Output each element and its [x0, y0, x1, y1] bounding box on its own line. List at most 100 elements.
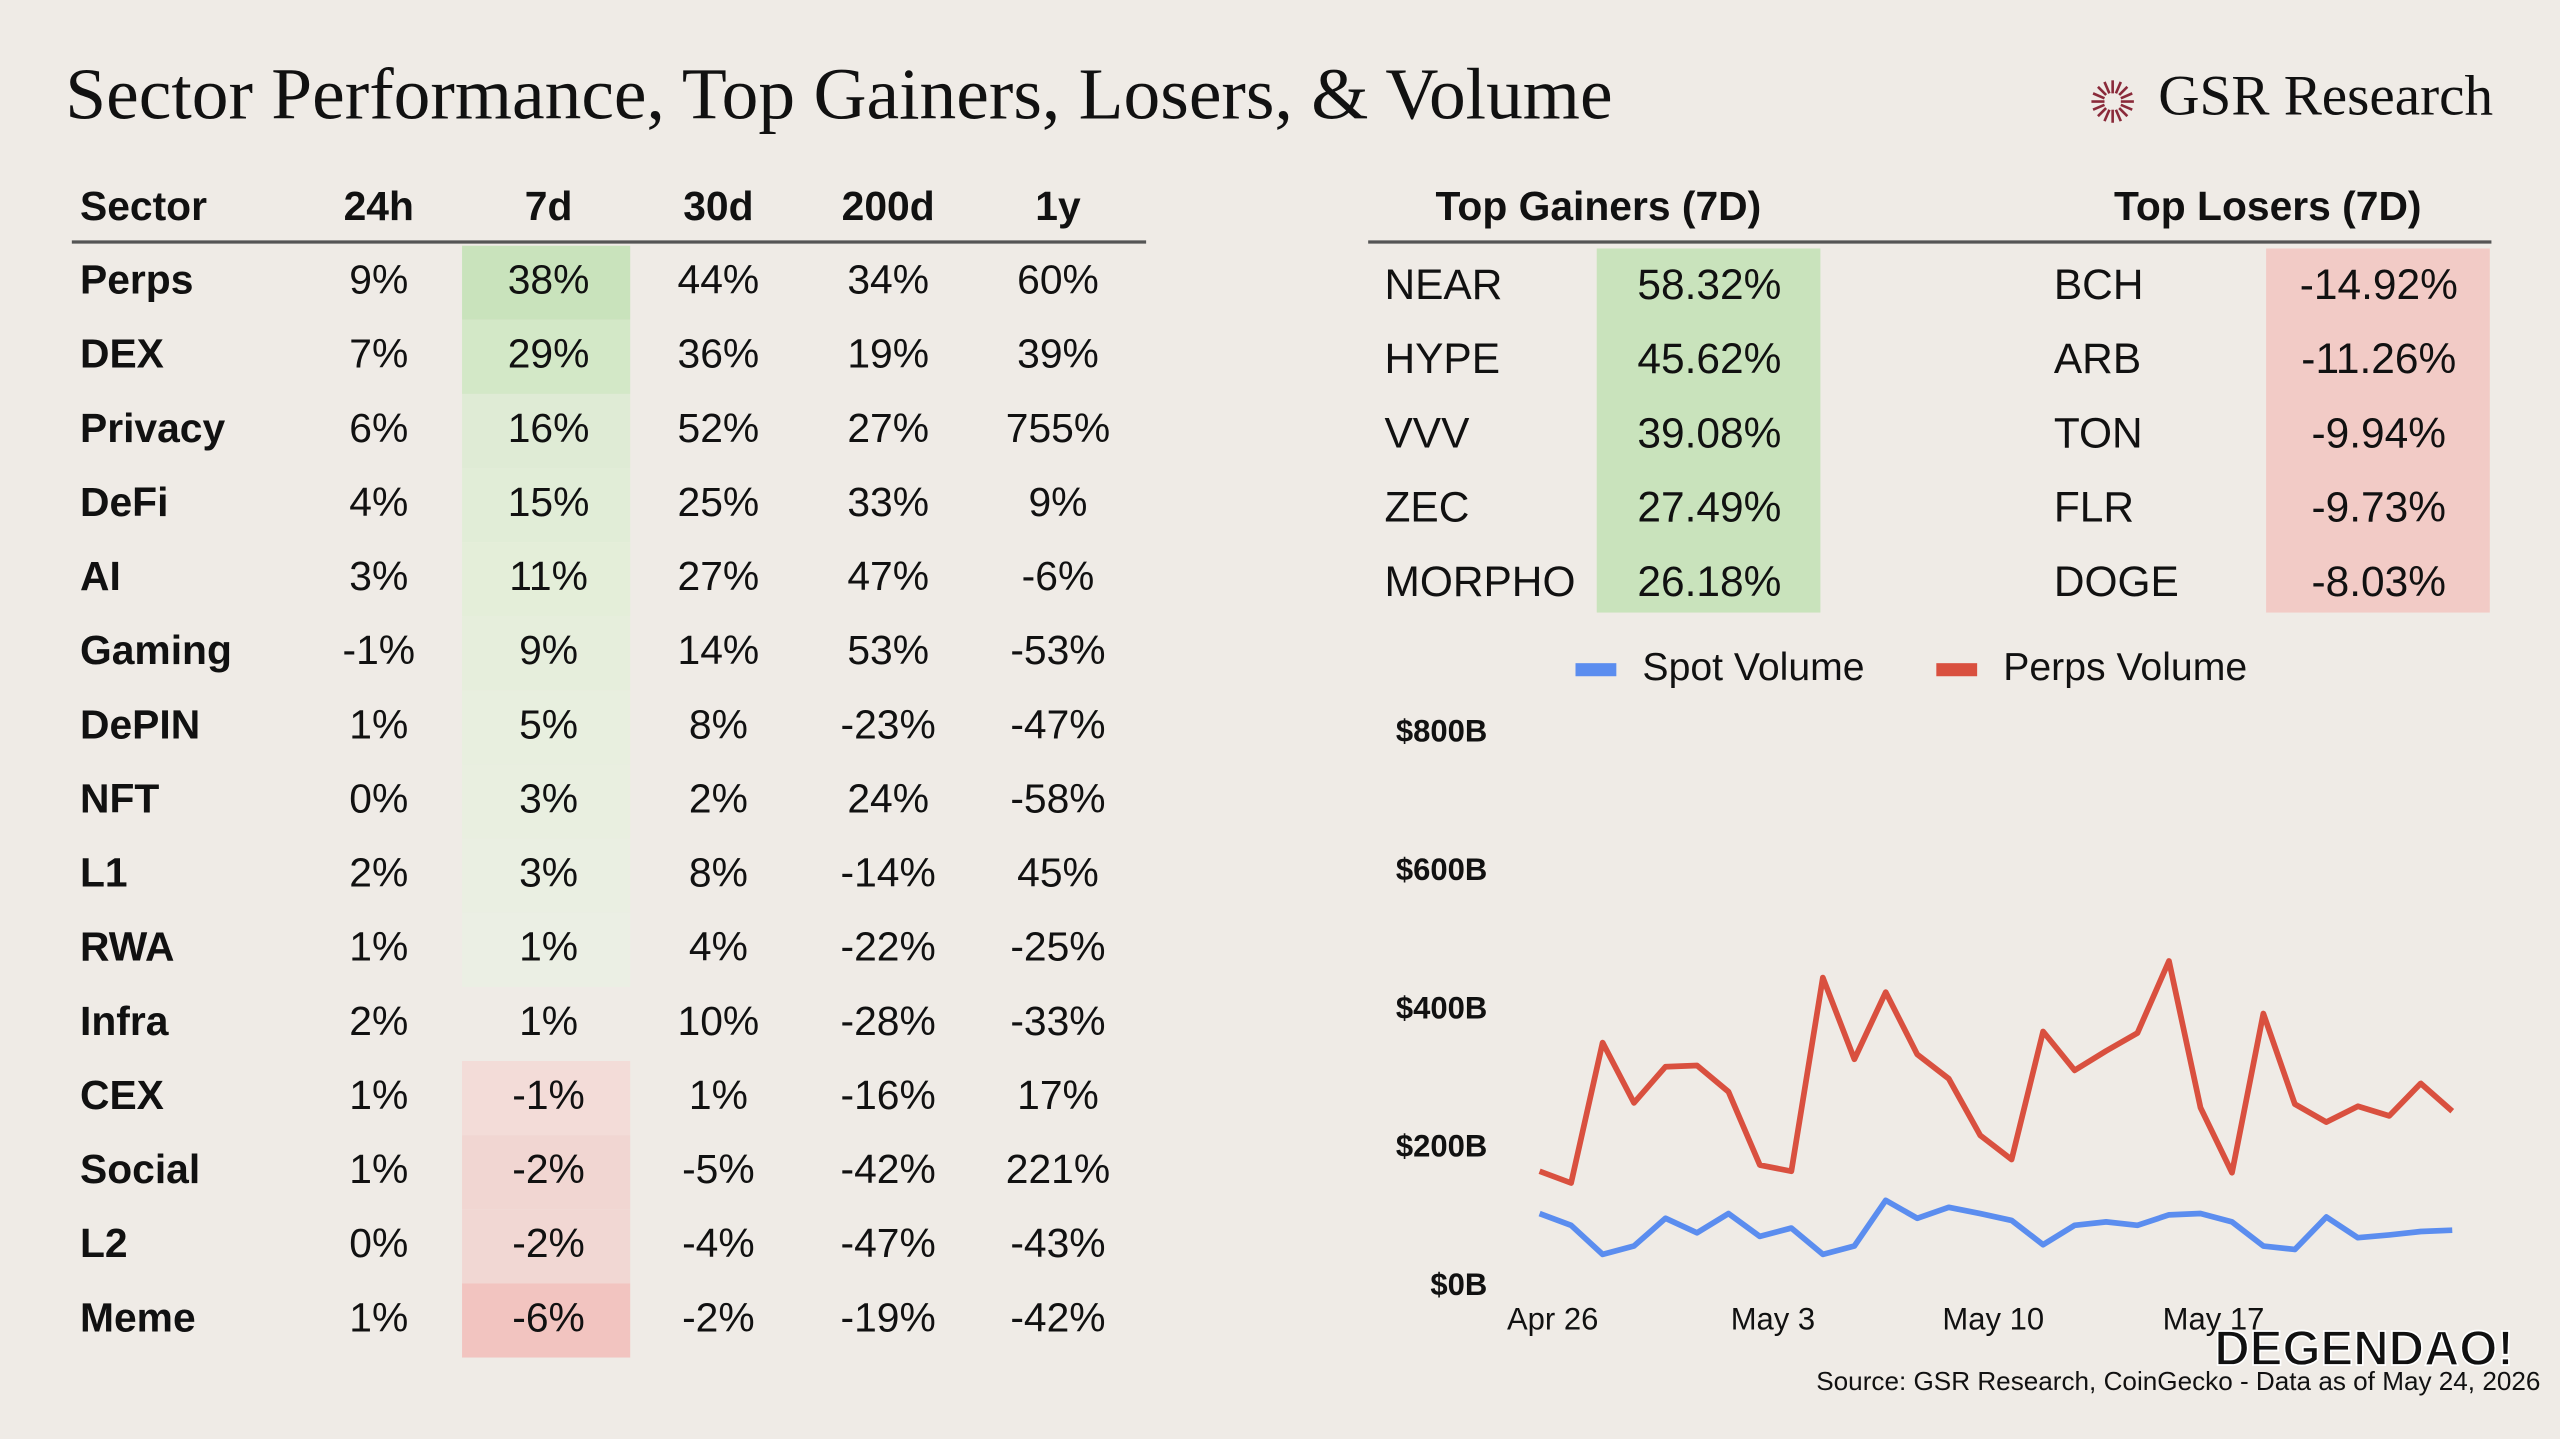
legend-label: Spot Volume: [1642, 646, 1864, 689]
cell: -25%: [1010, 924, 1105, 970]
cell: 15%: [508, 479, 590, 525]
cell: 11%: [509, 553, 588, 599]
ticker: FLR: [2054, 484, 2134, 531]
cell: 4%: [349, 479, 408, 525]
cell: -28%: [841, 998, 936, 1044]
cell: 2%: [349, 850, 408, 896]
ticker-change: 26.18%: [1637, 558, 1781, 605]
column-header: Sector: [80, 183, 207, 229]
cell: -4%: [682, 1220, 755, 1266]
cell-highlight: [462, 838, 631, 913]
ticker-change: -9.94%: [2312, 409, 2446, 456]
cell: -42%: [841, 1146, 936, 1192]
brand-icon: [2091, 80, 2134, 123]
cell: 4%: [689, 924, 748, 970]
x-tick-label: May 17: [2163, 1301, 2265, 1336]
ticker: HYPE: [1384, 335, 1500, 382]
series-line: [1538, 958, 2455, 1186]
ticker-change: -14.92%: [2300, 261, 2458, 308]
row-label: L2: [80, 1220, 128, 1266]
cell: 2%: [349, 998, 408, 1044]
cell: 27%: [678, 553, 760, 599]
cell: 755%: [1006, 405, 1110, 451]
cell-highlight: [462, 245, 631, 320]
row-label: Infra: [80, 998, 169, 1044]
ticker-change: 45.62%: [1637, 335, 1781, 382]
ticker: DOGE: [2054, 558, 2179, 605]
ticker: TON: [2054, 409, 2143, 456]
series-line: [1538, 1197, 2453, 1258]
row-label: Perps: [80, 257, 193, 303]
cell: 14%: [678, 627, 760, 673]
cell: 52%: [678, 405, 760, 451]
cell-highlight: [462, 690, 631, 765]
cell: 47%: [847, 553, 929, 599]
ticker-change: 58.32%: [1637, 261, 1781, 308]
cell-highlight: [462, 319, 631, 394]
column-header: 24h: [344, 183, 414, 229]
cell: -47%: [841, 1220, 936, 1266]
cell-highlight: [462, 764, 631, 839]
cell: -5%: [682, 1146, 755, 1192]
x-tick-label: May 3: [1731, 1301, 1815, 1336]
cell: 1%: [349, 701, 408, 747]
title: Sector Performance, Top Gainers, Losers,…: [65, 53, 1612, 134]
cell: 25%: [678, 479, 760, 525]
cell: 9%: [349, 257, 408, 303]
ticker-change: -8.03%: [2312, 558, 2446, 605]
ticker-change: 27.49%: [1637, 484, 1781, 531]
cell: 24%: [847, 775, 929, 821]
row-label: Meme: [80, 1294, 196, 1340]
cell: 19%: [847, 331, 929, 377]
cell: -23%: [841, 701, 936, 747]
ticker-change: 39.08%: [1637, 409, 1781, 456]
row-label: L1: [80, 850, 128, 896]
row-label: DEX: [80, 331, 164, 377]
cell: -22%: [841, 924, 936, 970]
row-label: RWA: [80, 924, 174, 970]
source: Source: GSR Research, CoinGecko - Data a…: [1816, 1366, 2540, 1396]
cell: -2%: [682, 1294, 755, 1340]
cell-highlight: [462, 616, 631, 691]
row-label: DeFi: [80, 479, 168, 525]
cell-highlight: [462, 1135, 631, 1210]
ticker-change: -9.73%: [2312, 484, 2446, 531]
row-label: DePIN: [80, 701, 200, 747]
y-tick-label: $600B: [1396, 852, 1487, 887]
cell: 1%: [349, 1146, 408, 1192]
cell: 29%: [508, 331, 590, 377]
column-header: 200d: [842, 183, 935, 229]
cell: 17%: [1017, 1072, 1099, 1118]
cell: -43%: [1010, 1220, 1105, 1266]
cell: -47%: [1010, 701, 1105, 747]
cell: 60%: [1017, 257, 1099, 303]
cell-highlight: [462, 1209, 631, 1284]
list-highlight: [2266, 248, 2490, 613]
ticker: VVV: [1384, 409, 1470, 456]
cell-highlight: [462, 393, 631, 469]
cell: 44%: [678, 257, 760, 303]
ticker: NEAR: [1384, 261, 1502, 308]
cell: -2%: [512, 1146, 585, 1192]
list-title: Top Gainers (7D): [1436, 183, 1762, 229]
cell: 53%: [847, 627, 929, 673]
cell: 5%: [519, 701, 578, 747]
cell: 8%: [689, 850, 748, 896]
cell: -2%: [512, 1220, 585, 1266]
watermark: DEGENDAO!: [2214, 1322, 2513, 1376]
y-tick-label: $400B: [1396, 990, 1487, 1025]
column-header: 1y: [1035, 183, 1081, 229]
cell: -53%: [1010, 627, 1105, 673]
cell: 0%: [349, 1220, 408, 1266]
cell: 1%: [689, 1072, 748, 1118]
x-tick-label: May 10: [1942, 1301, 2044, 1336]
cell: 27%: [847, 405, 929, 451]
row-label: NFT: [80, 775, 159, 821]
ticker: ZEC: [1384, 484, 1469, 531]
cell: -6%: [1022, 553, 1095, 599]
cell-highlight: [462, 1283, 631, 1358]
cell: -42%: [1010, 1294, 1105, 1340]
ticker: ARB: [2054, 335, 2141, 382]
